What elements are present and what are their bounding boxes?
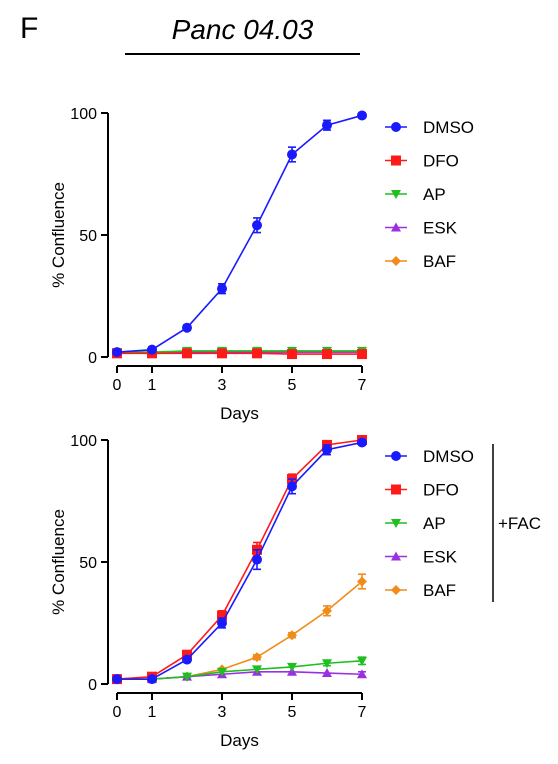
legend-marker (391, 122, 401, 132)
x-tick-label: 5 (288, 377, 297, 394)
series-dmso (112, 110, 367, 358)
legend-label: DFO (423, 152, 459, 171)
y-tick-label: 50 (79, 228, 97, 245)
data-point (217, 618, 227, 628)
data-point (252, 665, 262, 675)
legend-label: DFO (423, 481, 459, 500)
legend-label: ESK (423, 219, 458, 238)
data-point (357, 349, 367, 360)
data-point (287, 630, 297, 641)
data-point (217, 667, 227, 677)
series-line (117, 441, 363, 680)
data-point (357, 437, 367, 448)
data-point (252, 220, 262, 231)
legend-marker (391, 451, 401, 461)
x-axis-label: Days (220, 731, 259, 750)
x-tick-label: 1 (148, 704, 157, 721)
legend-label: BAF (423, 581, 456, 600)
data-point (252, 652, 262, 663)
series-line (116, 114, 363, 353)
legend: DMSO DFO AP ESK BAF (385, 118, 474, 271)
chart-2: 0 50 100 0 1 3 5 7 Days % Confluence DMSO DFO AP ESK B… (49, 433, 541, 750)
y-tick-label: 100 (70, 433, 97, 450)
data-point (217, 283, 227, 294)
legend-label: DMSO (423, 447, 474, 466)
y-tick-label: 0 (88, 677, 97, 694)
data-point (322, 659, 332, 669)
y-tick-label: 100 (70, 106, 97, 123)
y-axis-label: % Confluence (49, 509, 68, 615)
legend-marker (391, 519, 401, 528)
series-dmso (112, 437, 367, 685)
title-underline (125, 53, 360, 55)
legend-label: DMSO (423, 118, 474, 137)
y-axis-label: % Confluence (49, 182, 68, 288)
legend-marker (391, 222, 401, 232)
data-point (182, 348, 192, 359)
data-point (252, 554, 262, 565)
panel-title: Panc 04.03 (171, 14, 314, 45)
series-line (116, 439, 363, 680)
x-tick-label: 0 (113, 704, 122, 721)
data-point (147, 344, 157, 355)
legend-label: AP (423, 185, 446, 204)
x-tick-label: 5 (288, 704, 297, 721)
data-point (322, 444, 332, 455)
legend-marker (391, 585, 401, 595)
legend-label: AP (423, 514, 446, 533)
data-point (357, 669, 367, 679)
data-point (287, 481, 297, 492)
y-tick-label: 50 (79, 555, 97, 572)
bracket-label: +FAC (498, 514, 541, 533)
y-tick-label: 0 (88, 350, 97, 367)
data-point (287, 149, 297, 160)
data-point (217, 610, 227, 621)
series-line (117, 660, 363, 680)
data-point (322, 349, 332, 360)
x-tick-label: 7 (358, 377, 367, 394)
data-point (287, 349, 297, 360)
data-point (182, 672, 192, 682)
legend-marker (391, 484, 401, 495)
data-point (147, 674, 157, 685)
legend-marker (391, 190, 401, 199)
data-point (322, 605, 332, 616)
x-tick-label: 3 (218, 704, 227, 721)
x-tick-label: 3 (218, 377, 227, 394)
panel-label: F (20, 12, 39, 45)
x-tick-label: 0 (113, 377, 122, 394)
legend-label: BAF (423, 252, 456, 271)
data-point (252, 348, 262, 359)
data-point (182, 654, 192, 665)
series-line (117, 350, 362, 353)
legend-label: ESK (423, 548, 458, 567)
x-tick-label: 1 (148, 377, 157, 394)
data-point (357, 576, 367, 587)
data-point (357, 656, 367, 666)
legend-marker (391, 551, 401, 561)
x-tick-label: 7 (358, 704, 367, 721)
data-point (112, 347, 122, 358)
data-point (287, 662, 297, 672)
data-point (112, 674, 122, 685)
x-axis-label: Days (220, 404, 259, 423)
series-dfo (112, 435, 367, 685)
legend-marker (391, 256, 401, 266)
data-point (182, 322, 192, 333)
legend: DMSO DFO AP ESK BAF (385, 447, 474, 600)
chart-1: 0 50 100 0 1 3 5 7 Days % Confluence DMSO DFO AP ESK B… (49, 106, 474, 423)
legend-marker (391, 155, 401, 166)
data-point (322, 120, 332, 131)
data-point (217, 348, 227, 359)
data-point (357, 110, 367, 121)
data-point (322, 668, 332, 678)
series-line (117, 352, 362, 355)
